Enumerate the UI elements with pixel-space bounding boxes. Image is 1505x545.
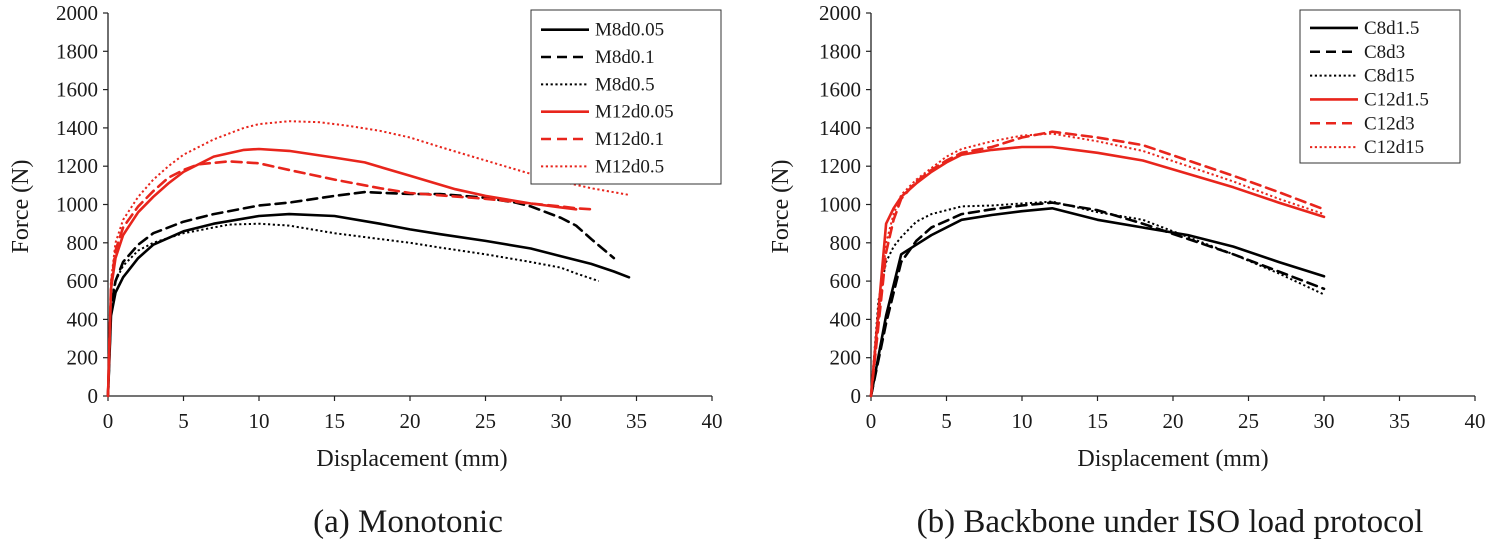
x-tick-label: 5: [178, 409, 189, 433]
x-tick-label: 25: [1238, 409, 1259, 433]
series-line-C8d3: [869, 201, 1326, 398]
y-axis-title: Force (N): [8, 160, 34, 254]
series-line-M12d0.05: [106, 147, 578, 398]
chart-backbone-iso: 0 200 400 600 800 1000 1200 1400 1600 1800 2000 0 5 1…: [768, 1, 1486, 540]
legend-label: M12d0.05: [595, 102, 674, 123]
legend-label: M8d0.1: [595, 47, 655, 68]
chart-caption: (a) Monotonic: [313, 504, 503, 540]
x-tick-label: 15: [324, 409, 345, 433]
legend-label: C12d15: [1364, 137, 1424, 158]
y-tick-label: 1200: [819, 154, 861, 178]
legend-label: M8d0.5: [595, 74, 655, 95]
y-tick-label: 2000: [56, 1, 98, 25]
x-tick-label: 25: [475, 409, 496, 433]
y-tick-label: 600: [830, 269, 862, 293]
legend-label: C12d3: [1364, 113, 1415, 134]
legend-box: [1299, 9, 1461, 164]
x-tick-label: 15: [1087, 409, 1108, 433]
chart-monotonic: 0 200 400 600 800 1000 1200 1400 1600 1800 2000 0 5 1…: [8, 1, 723, 540]
legend-label: C8d15: [1364, 66, 1415, 87]
x-tick-label: 30: [1314, 409, 1335, 433]
x-axis-title: Displacement (mm): [316, 446, 507, 472]
x-tick-label: 30: [551, 409, 572, 433]
series-line-M8d0.05: [106, 212, 631, 398]
x-tick-label: 20: [1163, 409, 1184, 433]
y-tick-label: 1800: [56, 39, 98, 63]
x-tick-label: 20: [400, 409, 421, 433]
y-tick-label: 0: [851, 384, 862, 408]
legend-label: C8d3: [1364, 42, 1405, 63]
series-line-M12d0.1: [106, 160, 593, 398]
y-tick-label: 200: [830, 346, 862, 370]
x-tick-label: 10: [249, 409, 270, 433]
y-tick-label: 0: [88, 384, 99, 408]
y-tick-label: 1400: [56, 116, 98, 140]
series-line-C8d15: [870, 200, 1325, 397]
x-tick-label: 0: [103, 409, 114, 433]
legend-box: [530, 9, 722, 185]
x-tick-label: 10: [1012, 409, 1033, 433]
series-line-C12d3: [869, 130, 1326, 398]
x-tick-label: 40: [702, 409, 723, 433]
y-tick-label: 1800: [819, 39, 861, 63]
x-tick-label: 40: [1465, 409, 1486, 433]
x-tick-label: 0: [866, 409, 877, 433]
legend-label: M12d0.5: [595, 156, 664, 177]
x-tick-label: 5: [941, 409, 952, 433]
series-line-C12d15: [870, 132, 1325, 397]
y-tick-label: 400: [67, 307, 99, 331]
x-axis-title: Displacement (mm): [1077, 446, 1268, 472]
y-tick-label: 600: [67, 269, 99, 293]
y-tick-label: 800: [830, 231, 862, 255]
series-line-M8d0.5: [107, 222, 600, 397]
y-tick-label: 1200: [56, 154, 98, 178]
legend-label: M12d0.1: [595, 129, 664, 150]
y-tick-label: 1600: [819, 78, 861, 102]
y-tick-label: 1600: [56, 78, 98, 102]
legend-label: C12d1.5: [1364, 89, 1429, 110]
series-line-C8d1.5: [869, 207, 1326, 398]
y-tick-label: 1000: [819, 193, 861, 217]
legend-label: C8d1.5: [1364, 18, 1419, 39]
y-tick-label: 400: [830, 307, 862, 331]
y-tick-label: 1400: [819, 116, 861, 140]
y-tick-label: 800: [67, 231, 99, 255]
x-tick-label: 35: [626, 409, 647, 433]
legend: M8d0.05 M8d0.1 M8d0.5 M12d0.05 M12d0.1 M12d0.…: [530, 9, 722, 185]
chart-caption: (b) Backbone under ISO load protocol: [917, 504, 1424, 540]
y-tick-label: 200: [67, 346, 99, 370]
y-axis-title: Force (N): [768, 160, 794, 254]
y-tick-label: 1000: [56, 193, 98, 217]
y-tick-label: 2000: [819, 1, 861, 25]
legend-label: M8d0.05: [595, 20, 664, 41]
series-line-M8d0.1: [106, 190, 616, 398]
x-tick-label: 35: [1389, 409, 1410, 433]
